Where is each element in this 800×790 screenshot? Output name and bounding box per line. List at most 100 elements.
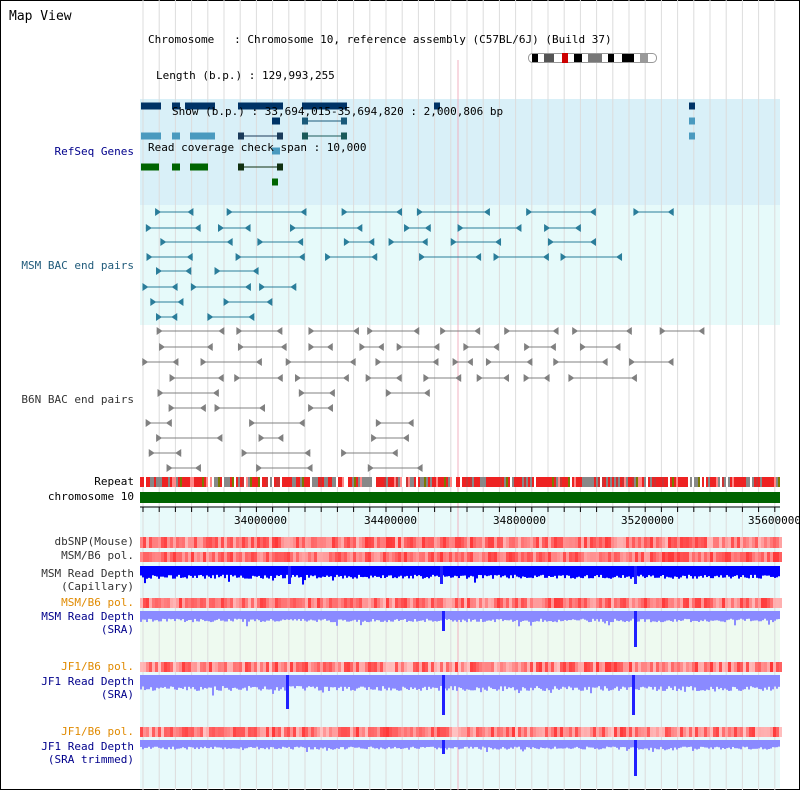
heat-cell (545, 662, 548, 672)
depth-bar (686, 675, 688, 687)
heat-cell (344, 662, 347, 672)
heat-cell (446, 662, 449, 672)
bac-end (572, 327, 579, 335)
depth-bar (226, 611, 228, 622)
heat-cell (515, 662, 518, 672)
depth-bar (378, 611, 380, 621)
depth-bar (568, 740, 570, 749)
depth-bar (556, 675, 558, 689)
depth-bar (298, 740, 300, 748)
heat-cell (494, 662, 497, 672)
depth-bar (628, 611, 630, 622)
heat-cell (410, 727, 413, 737)
heat-cell (563, 598, 566, 608)
depth-bar (516, 675, 518, 690)
depth-bar (748, 566, 750, 579)
depth-bar (214, 611, 216, 621)
depth-spike (442, 611, 445, 631)
heat-cell (203, 552, 206, 562)
heat-cell (437, 727, 440, 737)
depth-bar (460, 566, 462, 576)
heat-cell (746, 537, 749, 548)
depth-bar (710, 566, 712, 579)
heat-cell (275, 537, 278, 548)
repeat-cell (180, 477, 182, 487)
heat-cell (779, 537, 782, 548)
depth-bar (388, 675, 390, 688)
bac-end (474, 327, 481, 335)
depth-bar (658, 740, 660, 750)
heat-cell (521, 662, 524, 672)
heat-cell (152, 537, 155, 548)
depth-bar (728, 740, 730, 748)
heat-cell (587, 598, 590, 608)
repeat-cell (618, 477, 620, 487)
repeat-cell (662, 477, 664, 487)
depth-bar (368, 675, 370, 688)
depth-bar (476, 740, 478, 748)
heat-cell (440, 552, 443, 562)
heat-cell (494, 598, 497, 608)
depth-bar (642, 675, 644, 687)
depth-bar (364, 611, 366, 621)
depth-bar (562, 675, 564, 687)
heat-cell (533, 552, 536, 562)
heat-cell (632, 662, 635, 672)
depth-bar (358, 740, 360, 748)
bac-end (342, 374, 349, 382)
depth-bar (192, 675, 194, 688)
depth-bar (424, 611, 426, 622)
heat-cell (260, 662, 263, 672)
heat-cell (755, 552, 758, 562)
heat-cell (431, 727, 434, 737)
bac-end (423, 374, 430, 382)
depth-bar (650, 611, 652, 623)
depth-bar (324, 566, 326, 577)
depth-bar (248, 740, 250, 748)
heat-cell (716, 727, 719, 737)
heat-cell (635, 552, 638, 562)
depth-bar (574, 566, 576, 579)
depth-bar (584, 566, 586, 577)
depth-bar (278, 740, 280, 749)
depth-bar (434, 740, 436, 748)
repeat-cell (274, 477, 276, 487)
depth-bar (536, 675, 538, 687)
depth-bar (438, 611, 440, 621)
depth-bar (650, 566, 652, 577)
heat-cell (191, 537, 194, 548)
heat-cell (509, 598, 512, 608)
heat-cell (293, 552, 296, 562)
depth-bar (680, 675, 682, 691)
heat-cell (545, 598, 548, 608)
depth-bar (440, 611, 442, 621)
repeat-cell (632, 477, 634, 487)
depth-bar (700, 740, 702, 747)
show-info: Show (b.p.) : 33,694,015-35,694,820 : 2,… (172, 105, 504, 118)
repeat-cell (198, 477, 200, 487)
depth-bar (728, 566, 730, 577)
repeat-cell (536, 477, 538, 487)
depth-bar (426, 675, 428, 691)
repeat-cell (612, 477, 614, 487)
heat-cell (737, 662, 740, 672)
depth-bar (178, 740, 180, 749)
depth-bar (616, 740, 618, 748)
depth-bar (330, 740, 332, 750)
heat-cell (602, 537, 605, 548)
heat-cell (425, 552, 428, 562)
depth-bar (654, 611, 656, 622)
bac-end (146, 253, 153, 261)
depth-bar (492, 566, 494, 579)
heat-cell (401, 552, 404, 562)
depth-bar (206, 675, 208, 689)
heat-cell (524, 598, 527, 608)
depth-bar (686, 740, 688, 748)
chromosome-ideogram[interactable] (528, 52, 658, 64)
heat-cell (587, 662, 590, 672)
depth-bar (210, 675, 212, 688)
heat-cell (722, 662, 725, 672)
heat-cell (215, 598, 218, 608)
depth-bar (608, 611, 610, 626)
depth-bar (624, 611, 626, 623)
